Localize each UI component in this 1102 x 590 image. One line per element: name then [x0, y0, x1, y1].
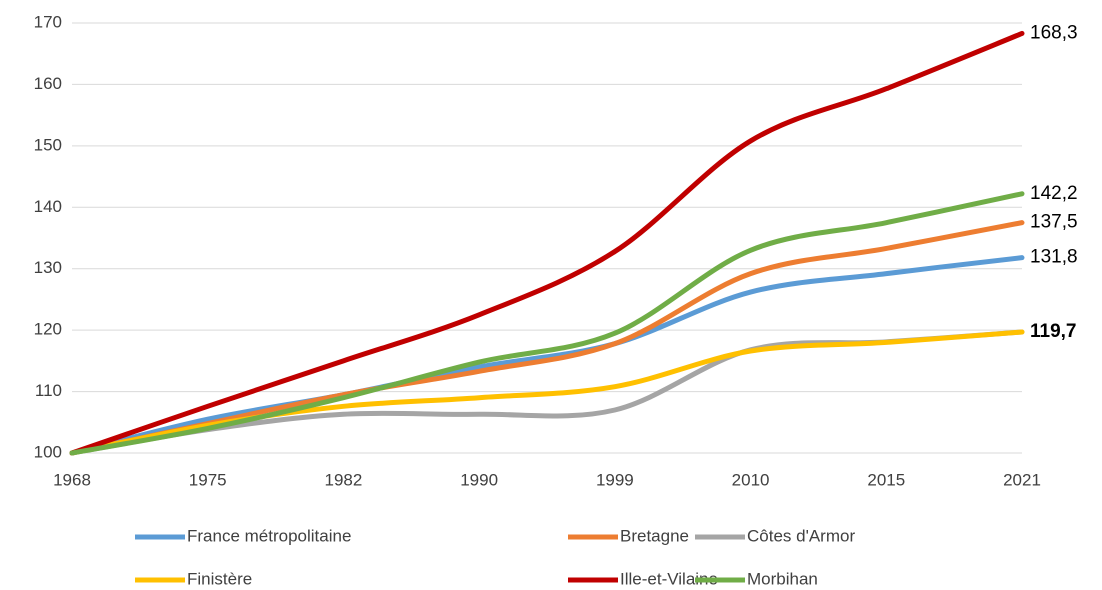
x-tick-label: 1990	[460, 470, 498, 489]
legend-label: Bretagne	[620, 526, 689, 545]
x-tick-label: 2010	[732, 470, 770, 489]
y-tick-label: 120	[34, 320, 62, 339]
data-label: 119,7	[1030, 321, 1077, 342]
series-line	[69, 30, 1025, 456]
data-label: 131,8	[1030, 247, 1078, 268]
legend-label: Côtes d'Armor	[747, 526, 855, 545]
series-line	[69, 220, 1025, 456]
series-line	[69, 191, 1025, 456]
data-label: 168,3	[1030, 22, 1078, 43]
y-tick-label: 140	[34, 197, 62, 216]
data-label: 137,5	[1030, 212, 1078, 233]
series-line	[69, 255, 1025, 456]
y-tick-label: 110	[35, 381, 62, 400]
legend-label: Morbihan	[747, 569, 818, 588]
x-tick-label: 1999	[596, 470, 634, 489]
x-tick-label: 1968	[53, 470, 91, 489]
y-tick-label: 100	[34, 442, 62, 461]
legend-label: France métropolitaine	[187, 526, 351, 545]
legend-label: Finistère	[187, 569, 252, 588]
y-tick-label: 160	[34, 74, 62, 93]
x-tick-label: 1975	[189, 470, 227, 489]
x-tick-label: 2021	[1003, 470, 1041, 489]
y-tick-label: 150	[34, 135, 62, 154]
x-tick-label: 2015	[867, 470, 905, 489]
legend-label: Ille-et-Vilaine	[620, 569, 718, 588]
y-tick-label: 130	[34, 258, 62, 277]
y-tick-label: 170	[34, 12, 62, 31]
x-tick-label: 1982	[325, 470, 363, 489]
data-label: 142,2	[1030, 183, 1078, 204]
